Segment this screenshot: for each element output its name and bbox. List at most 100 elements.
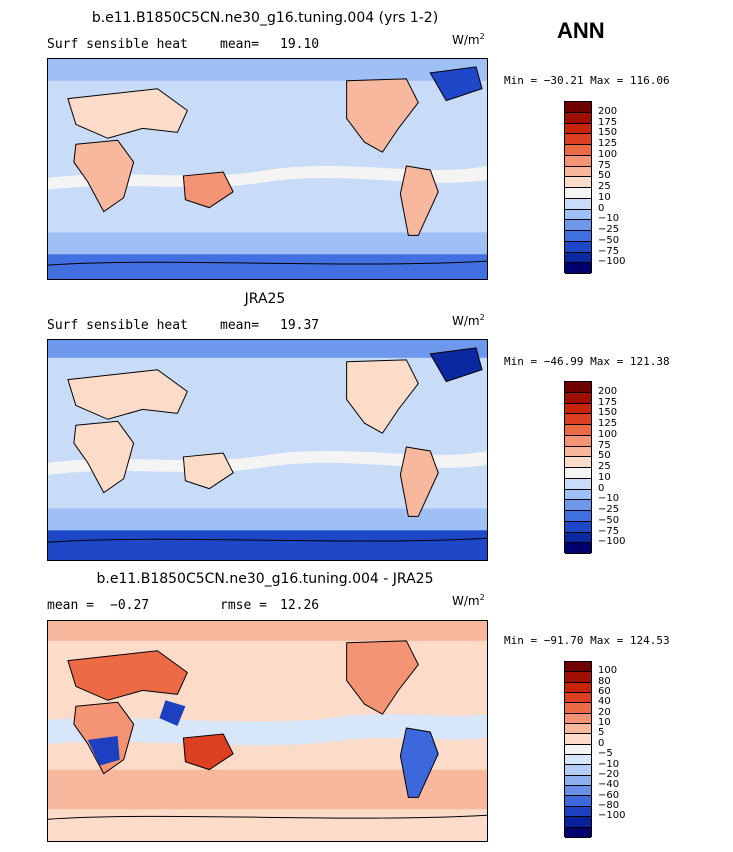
colorbar-tick-label: 125 (598, 418, 618, 429)
panel-1-mean-value: 19.10 (280, 37, 320, 52)
colorbar-tick-label: 50 (598, 450, 611, 462)
colorbar-segment (565, 198, 591, 210)
season-label: ANN (557, 18, 605, 43)
panel-3-units: W/m2 (452, 593, 485, 608)
colorbar-tick-label: 80 (598, 675, 611, 687)
colorbar-segment (565, 382, 591, 393)
colorbar-segment (565, 263, 591, 274)
colorbar-segment (565, 177, 591, 188)
colorbar-segment (565, 521, 591, 533)
colorbar-segment (565, 489, 591, 501)
colorbar-tick-label: 10 (598, 717, 611, 729)
colorbar-segment (565, 734, 591, 745)
colorbar-tick-label: 40 (598, 696, 611, 708)
colorbar-tick-label: 100 (598, 665, 618, 677)
colorbar-tick-label: 200 (598, 385, 618, 397)
colorbar-tick-label: 0 (598, 202, 605, 214)
colorbar-tick-label: −50 (598, 514, 620, 526)
colorbar-segment (565, 134, 591, 145)
colorbar-segment (565, 155, 591, 167)
colorbar-segment (565, 724, 591, 735)
colorbar-segment (565, 220, 591, 231)
colorbar-tick-label: 20 (598, 706, 611, 718)
colorbar-segment (565, 435, 591, 447)
colorbar-segment (565, 713, 591, 725)
panel-1-mean-label: mean= (220, 37, 260, 52)
colorbar-tick-label: 10 (598, 191, 611, 203)
panel-2-minmax: Min = −46.99 Max = 121.38 (504, 355, 670, 368)
colorbar-segment (565, 102, 591, 113)
panel-1-title: b.e11.B1850C5CN.ne30_g16.tuning.004 (yrs… (91, 10, 439, 26)
colorbar-tick-label: 75 (598, 159, 611, 171)
panel-3-minmax: Min = −91.70 Max = 124.53 (504, 634, 670, 647)
panel-3-colorbar (564, 661, 592, 838)
colorbar-tick-label: 0 (598, 482, 605, 494)
colorbar-tick-label: 5 (598, 727, 605, 739)
colorbar-segment (565, 500, 591, 511)
colorbar-segment (565, 532, 591, 544)
panel-1-minmax: Min = −30.21 Max = 116.06 (504, 74, 670, 87)
panel-1-variable: Surf sensible heat (47, 37, 188, 52)
colorbar-tick-label: 175 (598, 396, 618, 408)
colorbar-tick-label: 25 (598, 181, 611, 192)
colorbar-segment (565, 672, 591, 683)
colorbar-tick-label: −20 (598, 768, 620, 780)
panel-2-mean-label: mean= (220, 318, 260, 333)
panel-3-rmse-value: 12.26 (280, 598, 320, 613)
colorbar-tick-label: −50 (598, 234, 620, 246)
panel-2-title: JRA25 (244, 291, 286, 307)
colorbar-segment (565, 468, 591, 479)
colorbar-segment (565, 392, 591, 404)
colorbar-tick-label: −10 (598, 493, 620, 505)
colorbar-segment (565, 403, 591, 415)
colorbar-tick-label: 75 (598, 439, 611, 451)
colorbar-segment (565, 806, 591, 818)
panel-3-map (47, 620, 488, 842)
colorbar-segment (565, 145, 591, 156)
panel-1-units: W/m2 (452, 32, 485, 47)
colorbar-tick-label: −100 (598, 810, 626, 822)
colorbar-tick-label: 10 (598, 471, 611, 483)
panel-1-map (47, 58, 488, 280)
colorbar-segment (565, 166, 591, 178)
colorbar-tick-label: −80 (598, 799, 620, 811)
panel-2-map (47, 339, 488, 561)
colorbar-segment (565, 755, 591, 766)
panel-3-rmse-label: rmse = (220, 598, 267, 613)
colorbar-tick-label: −10 (598, 758, 620, 770)
panel-3-title: b.e11.B1850C5CN.ne30_g16.tuning.004 - JR… (96, 571, 434, 587)
colorbar-tick-label: −40 (598, 779, 620, 791)
colorbar-tick-label: 125 (598, 138, 618, 149)
panel-2-variable: Surf sensible heat (47, 318, 188, 333)
colorbar-segment (565, 241, 591, 253)
colorbar-tick-label: 200 (598, 105, 618, 117)
colorbar-tick-label: 60 (598, 686, 611, 698)
colorbar-tick-label: 100 (598, 148, 618, 160)
colorbar-segment (565, 457, 591, 468)
colorbar-tick-label: 100 (598, 428, 618, 440)
colorbar-segment (565, 765, 591, 776)
colorbar-tick-label: 150 (598, 127, 618, 139)
colorbar-segment (565, 786, 591, 797)
colorbar-segment (565, 662, 591, 673)
colorbar-segment (565, 703, 591, 714)
colorbar-segment (565, 414, 591, 425)
colorbar-tick-label: 0 (598, 737, 605, 749)
colorbar-tick-label: −60 (598, 789, 620, 801)
colorbar-tick-label: −25 (598, 224, 620, 235)
panel-1-colorbar (564, 101, 592, 274)
colorbar-segment (565, 543, 591, 554)
colorbar-segment (565, 478, 591, 490)
colorbar-segment (565, 796, 591, 807)
colorbar-tick-label: −5 (598, 748, 613, 760)
colorbar-tick-label: 50 (598, 170, 611, 182)
colorbar-segment (565, 693, 591, 704)
colorbar-segment (565, 775, 591, 787)
colorbar-segment (565, 209, 591, 221)
colorbar-segment (565, 682, 591, 694)
colorbar-tick-label: 150 (598, 407, 618, 419)
colorbar-segment (565, 446, 591, 458)
colorbar-tick-label: −75 (598, 245, 620, 257)
colorbar-segment (565, 112, 591, 124)
colorbar-tick-label: 175 (598, 116, 618, 128)
